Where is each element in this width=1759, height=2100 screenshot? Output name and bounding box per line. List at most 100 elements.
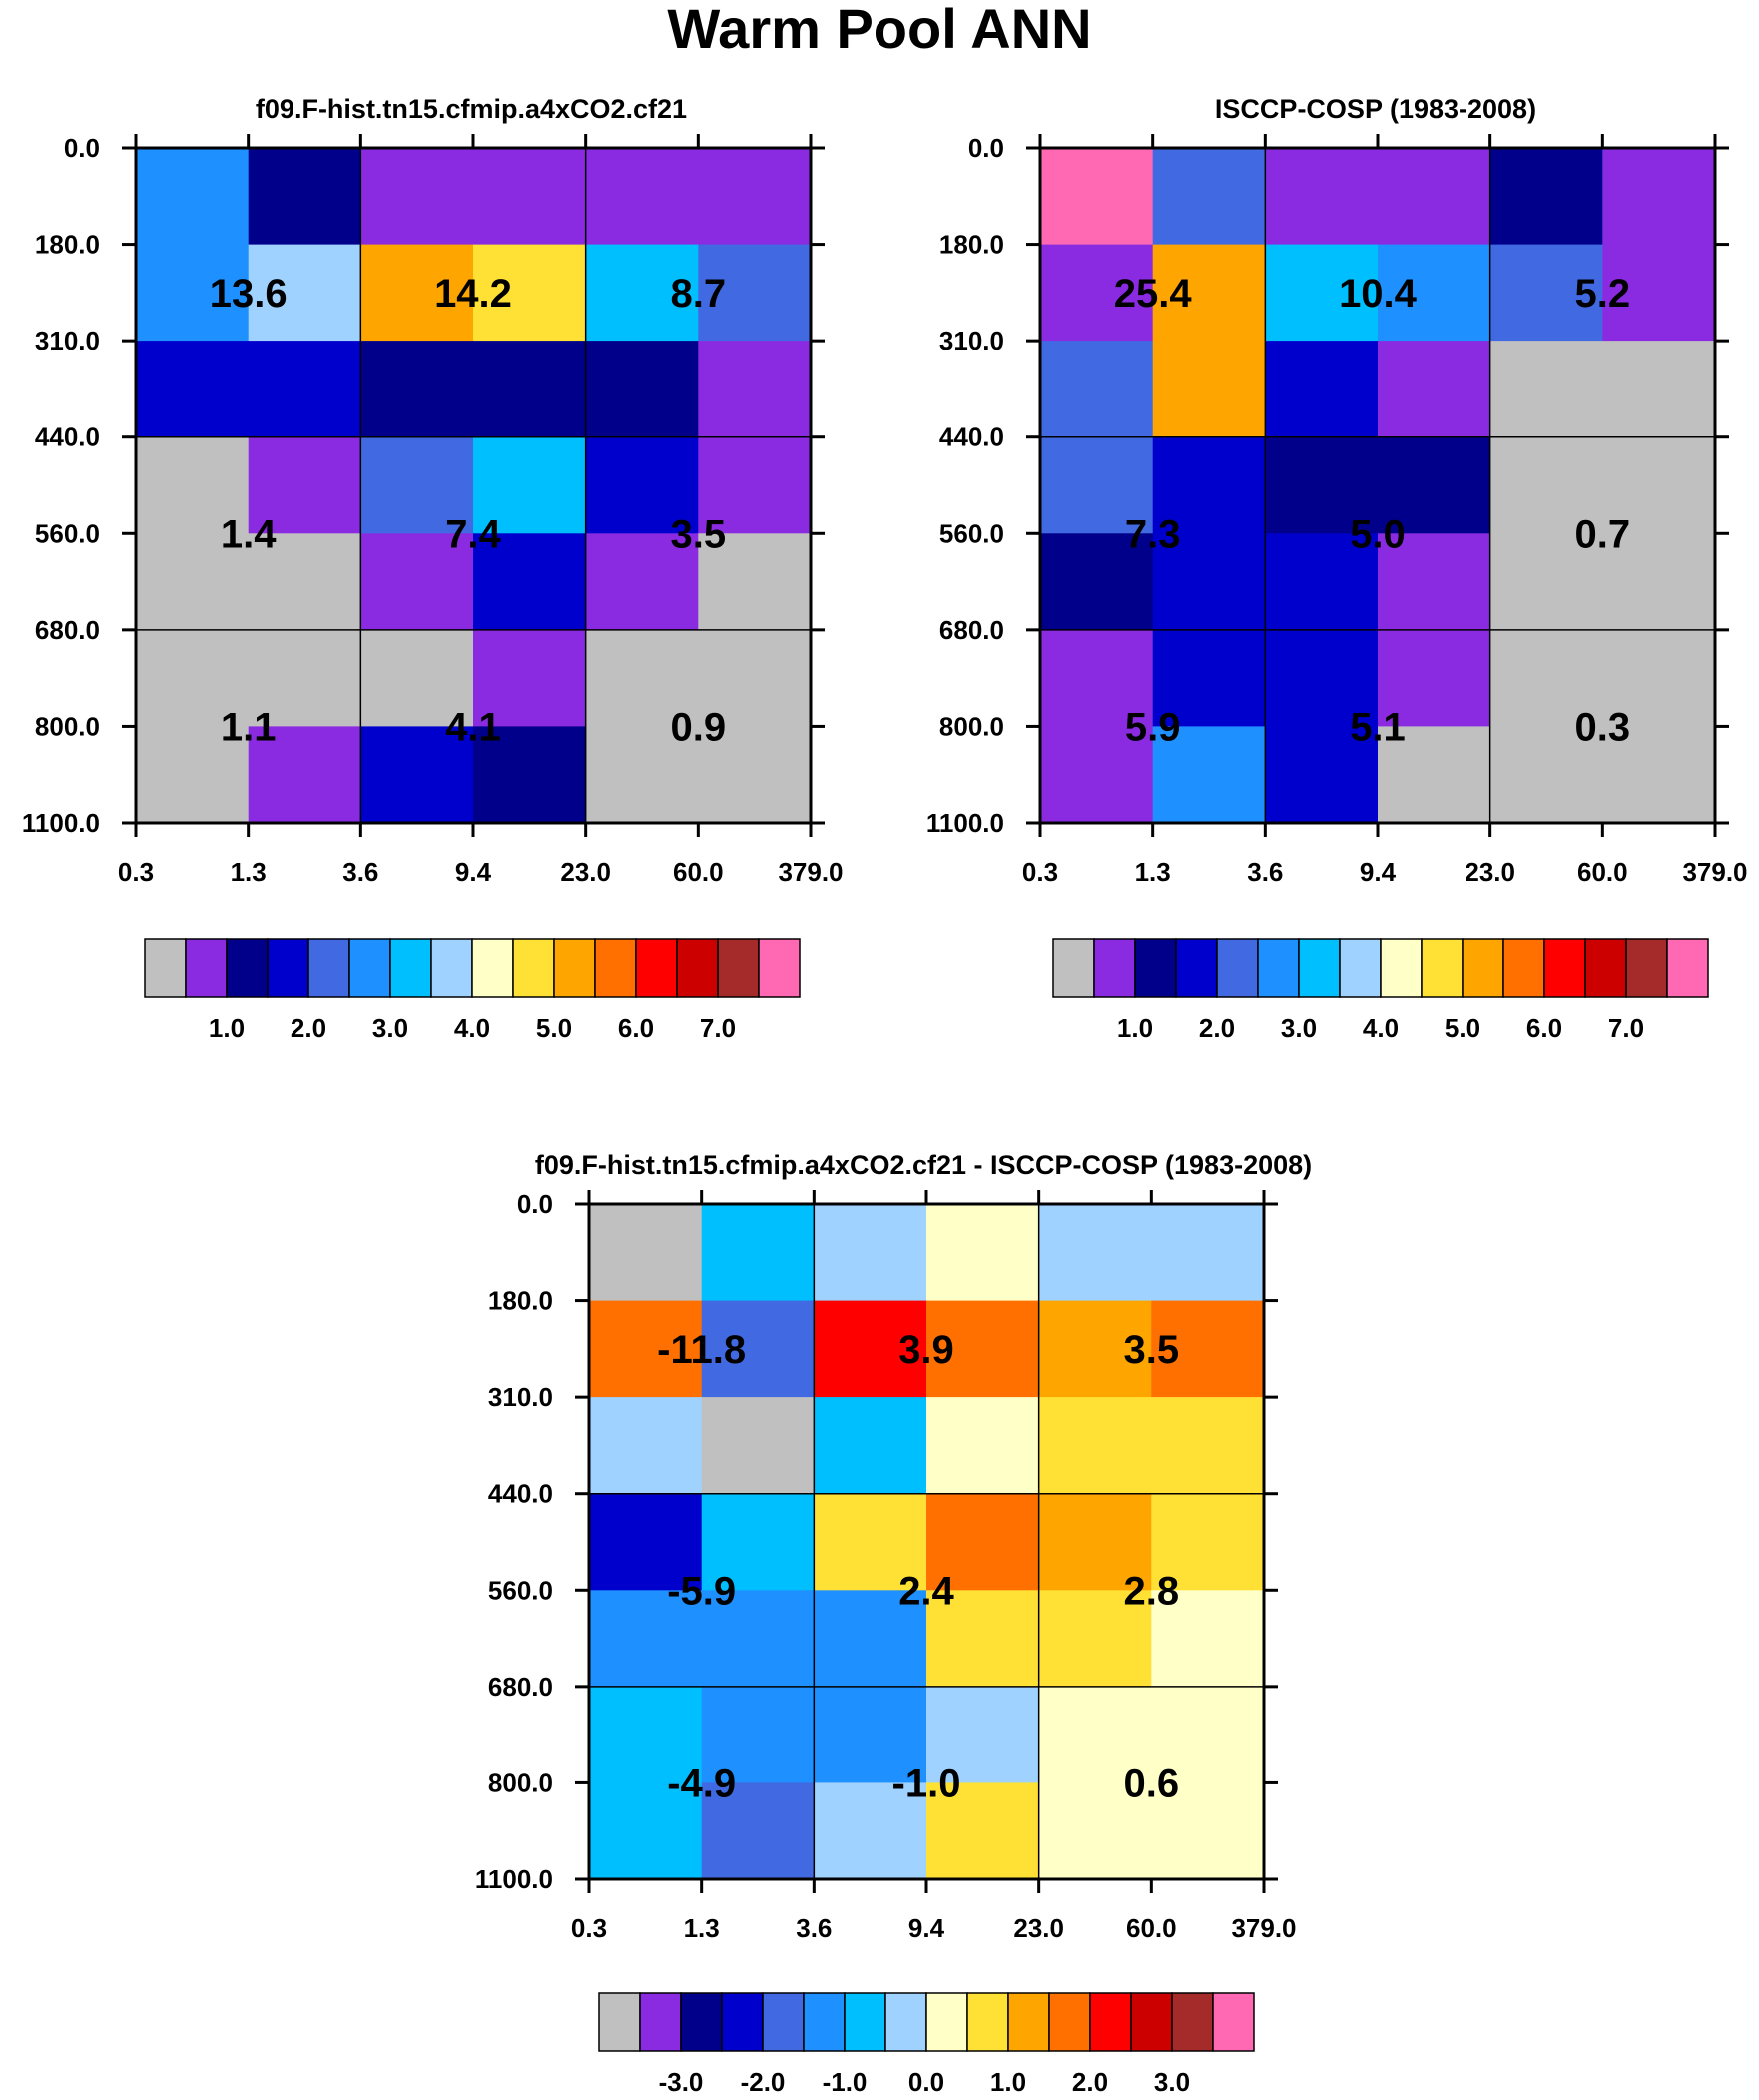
heatmap-cell — [1151, 1782, 1265, 1880]
group-value-label: 13.6 — [210, 272, 288, 316]
colorbar-label: 1.0 — [1117, 1013, 1153, 1043]
colorbar-swatch — [307, 938, 350, 998]
colorbar-swatch — [1298, 938, 1341, 998]
heatmap-cell — [473, 436, 587, 534]
group-value-label: 5.9 — [1125, 705, 1181, 749]
heatmap-cell — [1152, 726, 1266, 824]
figure-title: Warm Pool ANN — [667, 0, 1091, 60]
x-tick-label: 3.6 — [342, 857, 378, 887]
heatmap-cell — [1151, 1397, 1265, 1495]
colorbar-swatch — [267, 938, 309, 998]
colorbar-label: 6.0 — [618, 1013, 654, 1043]
heatmap-cell — [360, 436, 474, 534]
heatmap-cell — [698, 629, 812, 728]
heatmap-cell — [814, 1397, 927, 1495]
y-tick-label: 180.0 — [488, 1286, 553, 1316]
colorbar-label: 2.0 — [291, 1013, 326, 1043]
x-tick-label: 23.0 — [1013, 1913, 1064, 1943]
heatmap-cell — [814, 1590, 927, 1688]
heatmap-cell — [589, 1686, 703, 1784]
heatmap-cell — [926, 1686, 1040, 1784]
colorbar-label: 3.0 — [1154, 2067, 1190, 2097]
heatmap-cell — [1038, 1686, 1152, 1784]
x-tick-label: 379.0 — [1231, 1913, 1296, 1943]
panel-difference: f09.F-hist.tn15.cfmip.a4xCO2.cf21 - ISCC… — [475, 1150, 1312, 2097]
heatmap-cell — [585, 726, 699, 824]
colorbar-swatch — [1584, 938, 1627, 998]
heatmap-cell — [589, 1300, 703, 1398]
heatmap-cell — [926, 1397, 1040, 1495]
heatmap-cell — [1040, 629, 1154, 728]
heatmap-cell — [814, 1493, 927, 1591]
colorbar-swatch — [430, 938, 473, 998]
heatmap-cell — [585, 436, 699, 534]
colorbar-swatch — [598, 1992, 641, 2052]
x-tick-label: 23.0 — [560, 857, 611, 887]
group-value-label: 8.7 — [671, 272, 727, 316]
colorbar-label: 1.0 — [209, 1013, 245, 1043]
y-tick-label: 560.0 — [35, 518, 100, 548]
heatmap-cell — [926, 1204, 1040, 1302]
colorbar-swatch — [389, 938, 432, 998]
x-tick-label: 9.4 — [908, 1913, 945, 1943]
panel-difference-title: f09.F-hist.tn15.cfmip.a4xCO2.cf21 - ISCC… — [535, 1150, 1312, 1180]
heatmap-cell — [360, 629, 474, 728]
colorbar-label: 7.0 — [1608, 1013, 1644, 1043]
y-tick-label: 1100.0 — [22, 808, 100, 838]
group-value-label: -4.9 — [667, 1761, 736, 1805]
heatmap-cell — [701, 1204, 815, 1302]
x-tick-label: 60.0 — [673, 857, 724, 887]
group-value-label: 10.4 — [1339, 272, 1418, 316]
heatmap-cell — [589, 1204, 703, 1302]
heatmap-cell — [698, 341, 812, 438]
heatmap-cell — [1378, 436, 1491, 534]
heatmap-cell — [1265, 436, 1379, 534]
heatmap-cell — [701, 1397, 815, 1495]
y-tick-label: 680.0 — [939, 615, 1004, 645]
heatmap-cell — [698, 726, 812, 824]
panel-observation: ISCCP-COSP (1983-2008) 0.0 180.0 310.0 440.… — [926, 94, 1748, 1043]
colorbar-label: 3.0 — [372, 1013, 408, 1043]
x-tick-label: 1.3 — [684, 1913, 720, 1943]
y-tick-label: 1100.0 — [475, 1864, 553, 1894]
group-value-label: 2.4 — [898, 1569, 954, 1613]
y-tick-label: 310.0 — [939, 326, 1004, 355]
colorbar-swatch — [1502, 938, 1545, 998]
heatmap-cell — [1152, 629, 1266, 728]
colorbar-swatch — [884, 1992, 927, 2052]
heatmap-cell — [926, 1493, 1040, 1591]
colorbar-swatch — [144, 938, 187, 998]
group-value-label: 1.1 — [221, 705, 277, 749]
heatmap-cell — [1378, 341, 1491, 438]
group-value-label: 3.9 — [898, 1328, 954, 1372]
group-value-label: -5.9 — [667, 1569, 736, 1613]
y-tick-label: 800.0 — [35, 711, 100, 741]
heatmap-cell — [585, 533, 699, 631]
heatmap-cell — [1038, 1204, 1152, 1302]
colorbar-swatch — [721, 1992, 764, 2052]
colorbar-swatch — [594, 938, 637, 998]
heatmap-cell — [473, 533, 587, 631]
heatmap-cell — [248, 629, 361, 728]
heatmap-cell — [136, 436, 250, 534]
colorbar-swatch — [925, 1992, 968, 2052]
heatmap-cell — [585, 629, 699, 728]
heatmap-cell — [1265, 533, 1379, 631]
colorbar-swatch — [1175, 938, 1218, 998]
heatmap-cell — [136, 726, 250, 824]
colorbar-label: -2.0 — [741, 2067, 786, 2097]
colorbar-swatch — [717, 938, 760, 998]
heatmap-cell — [926, 1300, 1040, 1398]
colorbar-label: 6.0 — [1526, 1013, 1562, 1043]
heatmap-cell — [1152, 533, 1266, 631]
heatmap-cell — [1152, 436, 1266, 534]
group-value-label: 4.1 — [445, 705, 501, 749]
group-value-label: 3.5 — [671, 512, 727, 556]
colorbar-swatch — [1625, 938, 1668, 998]
colorbar-swatch — [676, 938, 719, 998]
heatmap-cell — [136, 244, 250, 342]
colorbar-label: -3.0 — [659, 2067, 704, 2097]
heatmap-cell — [814, 1204, 927, 1302]
colorbar-label: 5.0 — [536, 1013, 572, 1043]
heatmap-cell — [814, 1782, 927, 1880]
